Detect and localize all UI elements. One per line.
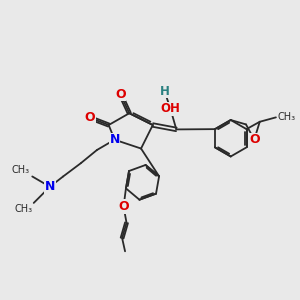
Text: O: O <box>115 88 126 100</box>
Text: O: O <box>118 200 129 213</box>
Text: H: H <box>160 85 170 98</box>
Text: N: N <box>110 133 120 146</box>
Text: CH₃: CH₃ <box>12 165 30 175</box>
Text: O: O <box>249 133 260 146</box>
Text: O: O <box>84 111 95 124</box>
Text: N: N <box>45 180 55 193</box>
Text: CH₃: CH₃ <box>278 112 296 122</box>
Text: OH: OH <box>160 102 180 115</box>
Text: CH₃: CH₃ <box>14 204 32 214</box>
